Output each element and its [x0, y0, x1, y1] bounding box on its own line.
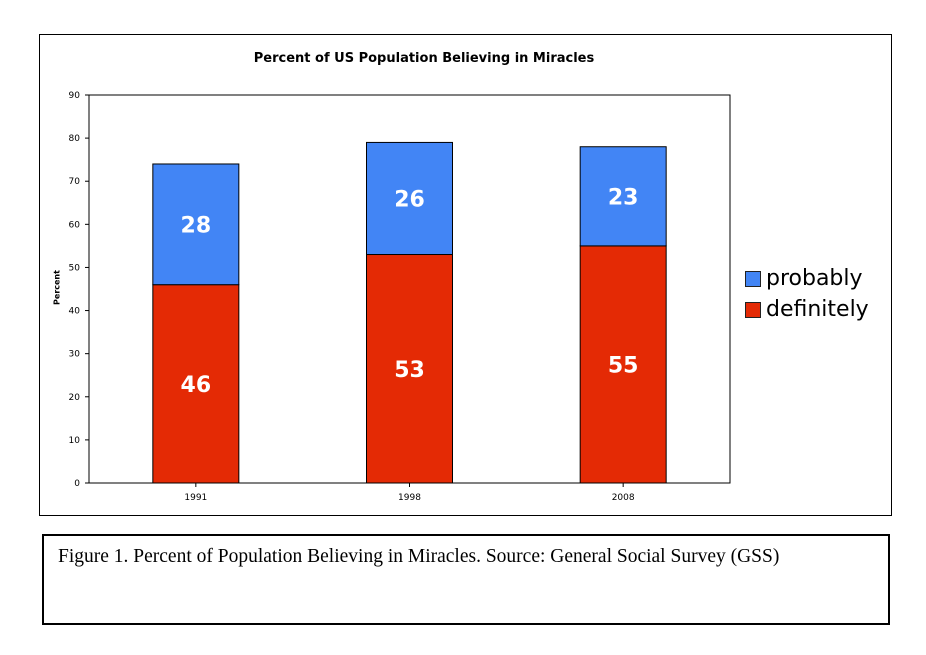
legend-item-probably: probably — [745, 263, 869, 294]
y-tick-label: 80 — [69, 134, 81, 144]
chart-legend: probably definitely — [745, 263, 869, 325]
data-label-definitely-1998: 53 — [394, 358, 425, 383]
x-tick-label: 1998 — [398, 493, 421, 503]
y-tick-label: 10 — [69, 436, 81, 446]
figure-caption-box: Figure 1. Percent of Population Believin… — [42, 534, 890, 625]
bar-definitely-1991 — [152, 284, 240, 484]
data-label-probably-2008: 23 — [608, 185, 639, 210]
chart-frame: 0 10 20 30 40 50 60 70 80 90 46 28 1991 53 26 1998 55 23 2… — [39, 34, 892, 516]
y-axis-label: Percent — [52, 270, 62, 305]
x-tick-label: 1991 — [184, 493, 207, 503]
bar-probably-2008 — [579, 146, 667, 247]
y-tick-label: 60 — [69, 220, 81, 230]
y-tick-label: 50 — [69, 263, 81, 273]
bar-definitely-1998 — [366, 254, 453, 484]
data-label-probably-1991: 28 — [181, 213, 212, 238]
legend-label-probably: probably — [766, 265, 863, 291]
figure-caption: Figure 1. Percent of Population Believin… — [58, 546, 780, 567]
y-tick-label: 20 — [69, 393, 81, 403]
bar-probably-1998 — [366, 141, 453, 256]
y-tick-label: 70 — [69, 177, 81, 187]
data-label-definitely-1991: 46 — [181, 373, 212, 398]
x-tick-label: 2008 — [612, 493, 635, 503]
chart-plot: 0 10 20 30 40 50 60 70 80 90 46 28 1991 53 26 1998 55 23 2… — [69, 91, 731, 503]
data-label-definitely-2008: 55 — [608, 353, 639, 378]
bar-probably-1991 — [152, 163, 240, 286]
data-label-probably-1998: 26 — [394, 187, 425, 212]
legend-swatch-probably — [745, 270, 761, 287]
legend-swatch-definitely — [745, 301, 761, 318]
legend-label-definitely: definitely — [766, 296, 869, 322]
y-tick-label: 40 — [69, 307, 81, 317]
y-tick-label: 0 — [74, 479, 80, 489]
legend-item-definitely: definitely — [745, 294, 869, 325]
y-tick-label: 30 — [69, 350, 81, 360]
chart-title: Percent of US Population Believing in Mi… — [253, 51, 595, 66]
y-tick-label: 90 — [69, 91, 81, 101]
